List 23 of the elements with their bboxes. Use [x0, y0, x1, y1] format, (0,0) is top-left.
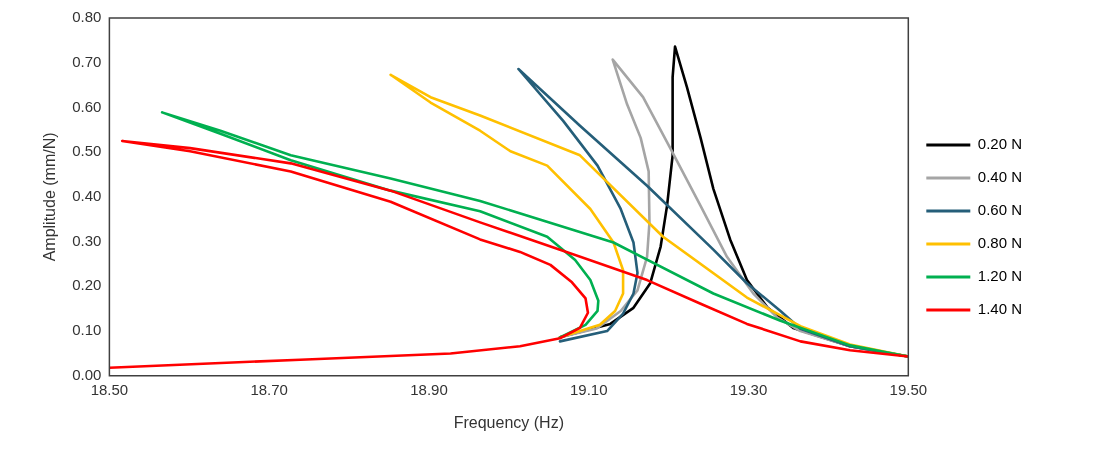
y-tick-label: 0.50	[72, 142, 102, 160]
legend-label: 0.80 N	[977, 234, 1023, 252]
x-tick-label: 18.70	[250, 380, 288, 398]
y-tick-label: 0.40	[72, 187, 102, 205]
y-tick-label: 0.30	[72, 231, 102, 249]
x-tick-label: 18.90	[410, 380, 448, 398]
y-tick-label: 0.80	[72, 8, 102, 26]
y-tick-label: 0.60	[72, 97, 102, 115]
x-tick-label: 18.50	[90, 380, 129, 398]
x-tick-label: 19.50	[889, 380, 928, 398]
x-tick-label: 19.10	[569, 380, 608, 398]
y-tick-label: 0.10	[72, 321, 102, 339]
legend-label: 0.20 N	[977, 135, 1023, 153]
y-axis-title: Amplitude (mm/N)	[41, 132, 59, 262]
y-tick-label: 0.70	[72, 52, 102, 70]
y-tick-label: 0.00	[72, 365, 102, 383]
legend-label: 0.40 N	[977, 168, 1023, 186]
x-axis-title: Frequency (Hz)	[453, 413, 564, 431]
legend-label: 1.20 N	[977, 267, 1023, 285]
x-tick-label: 19.30	[729, 380, 768, 398]
legend-label: 0.60 N	[977, 201, 1023, 219]
y-tick-label: 0.20	[72, 276, 102, 294]
legend-label: 1.40 N	[977, 300, 1023, 318]
